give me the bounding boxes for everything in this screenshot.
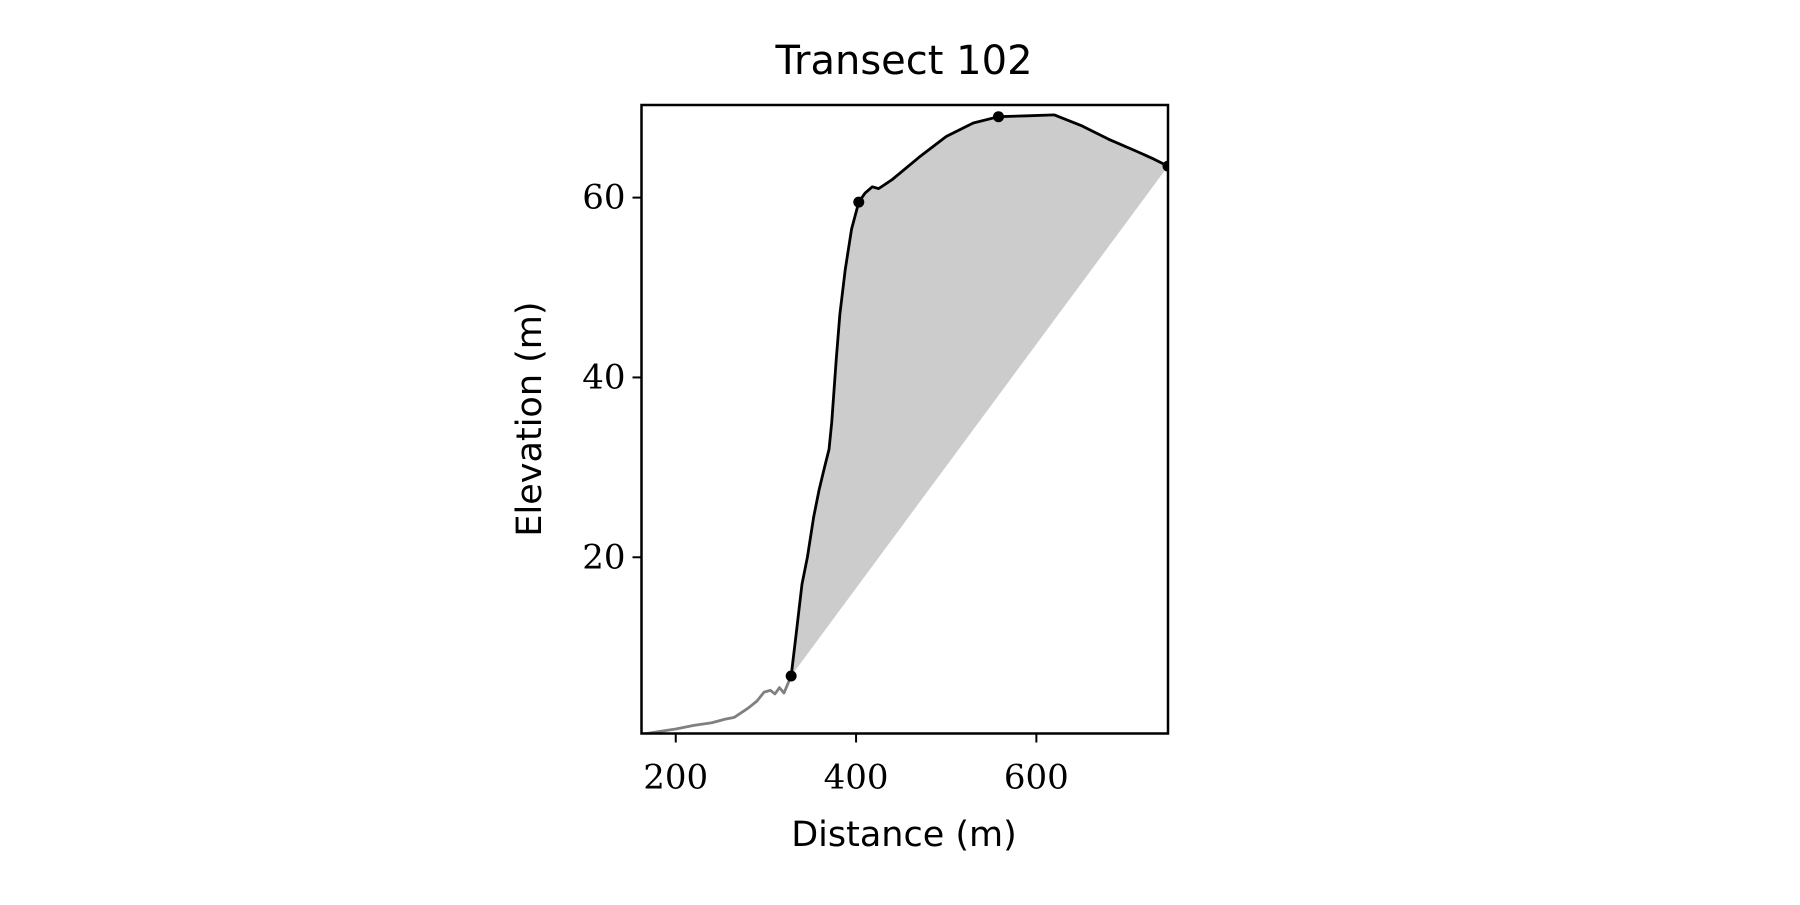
x-axis-label: Distance (m) [791, 815, 1017, 855]
chart-title: Transect 102 [774, 38, 1032, 84]
plot-area [641, 111, 1168, 734]
y-tick-label: 60 [582, 178, 625, 218]
y-tick-label: 40 [582, 357, 625, 397]
x-tick-label: 400 [824, 758, 889, 798]
profile-point [853, 196, 865, 208]
area-fill [791, 114, 1168, 676]
y-tick-label: 20 [582, 537, 625, 577]
profile-line [641, 675, 793, 734]
y-axis-label: Elevation (m) [510, 301, 550, 536]
profile-point [785, 670, 797, 682]
profile-point [1162, 160, 1168, 172]
profile-line [789, 113, 1168, 677]
x-tick-label: 600 [1004, 758, 1069, 798]
x-tick-label: 200 [643, 758, 708, 798]
axes-frame [640, 103, 1170, 735]
profile-point [993, 111, 1005, 123]
